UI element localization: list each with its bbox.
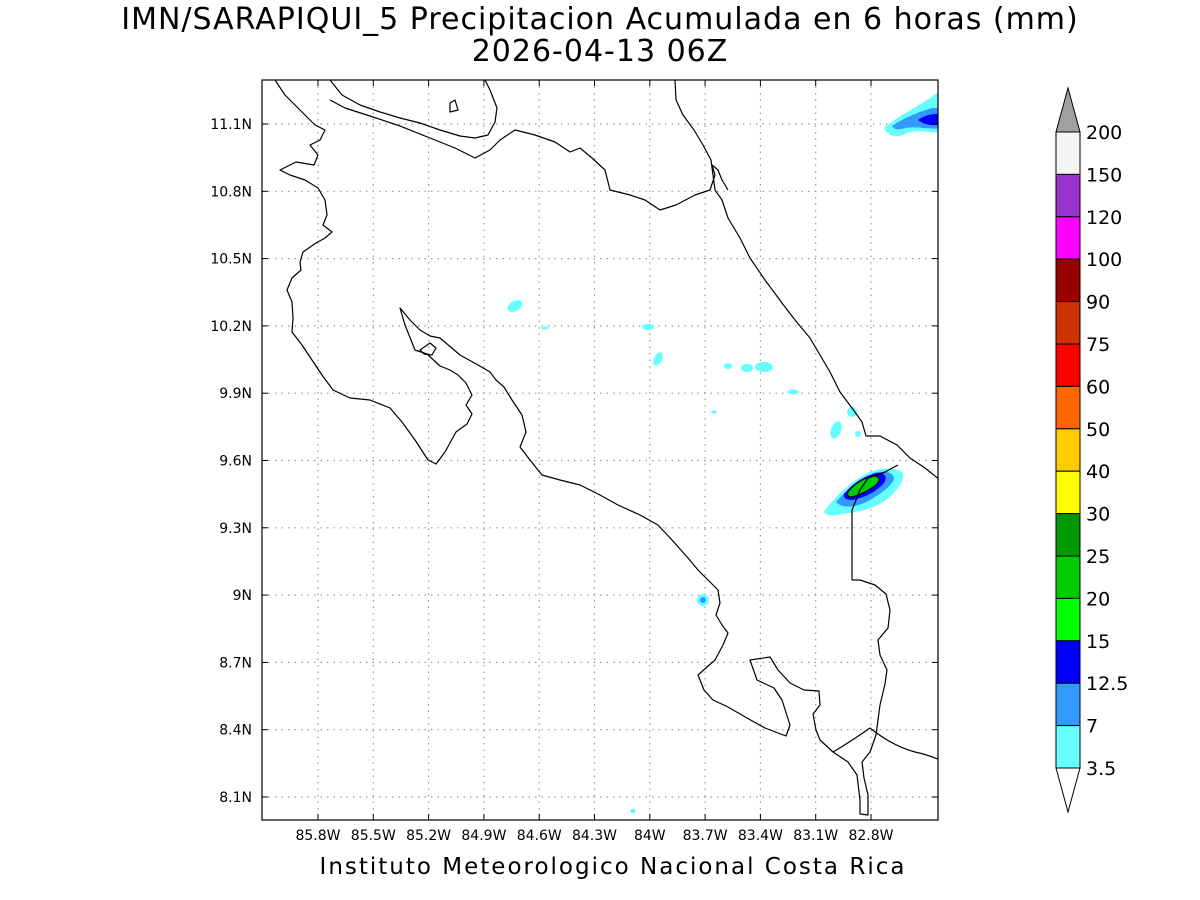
- colorbar-segment: [1055, 513, 1081, 557]
- map-title: IMN/SARAPIQUI_5 Precipitacion Acumulada …: [121, 2, 1079, 37]
- colorbar-label: 150: [1086, 164, 1122, 186]
- coastline-borders: [274, 80, 938, 816]
- lon-tick-label: 84.3W: [572, 828, 617, 844]
- axis-ticks: [262, 80, 938, 820]
- lon-tick-label: 84.6W: [517, 828, 562, 844]
- colorbar-segment: [1055, 216, 1081, 260]
- lon-tick-label: 85.5W: [351, 828, 396, 844]
- colorbar-label: 15: [1086, 631, 1110, 653]
- lat-tick-label: 10.5N: [210, 252, 252, 268]
- colorbar-label: 50: [1086, 419, 1110, 441]
- lon-tick-label: 85.2W: [406, 828, 451, 844]
- colorbar-segment: [1055, 258, 1081, 303]
- colorbar-label: 120: [1086, 207, 1122, 229]
- lat-tick-label: 10.8N: [210, 184, 252, 200]
- colorbar-segment: [1055, 385, 1081, 430]
- colorbar-label: 7: [1086, 716, 1098, 738]
- lat-tick-label: 9N: [233, 588, 252, 604]
- colorbar-label: 60: [1086, 376, 1110, 398]
- lake-nicaragua-shore: [329, 80, 498, 139]
- grid-lines: [262, 80, 938, 820]
- longitude-tick-labels: 85.8W 85.5W 85.2W 84.9W 84.6W 84.3W 84W 83.7W 83…: [295, 828, 893, 844]
- precip-cell-caribbean-coast: [824, 468, 904, 516]
- latitude-tick-labels: 11.1N 10.8N 10.5N 10.2N 9.9N 9.6N 9.3N 9N 8.7N 8.…: [210, 117, 252, 806]
- colorbar-segment: [1055, 343, 1081, 387]
- precipitation-areas: [507, 92, 938, 814]
- colorbar-bottom-triangle: [1055, 767, 1081, 814]
- colorbar-segment: [1055, 555, 1081, 599]
- colorbar-segment: [1055, 428, 1081, 472]
- border-costa-rica-panama: [851, 464, 899, 580]
- colorbar-label: 200: [1086, 122, 1122, 144]
- colorbar-label: 40: [1086, 461, 1110, 483]
- colorbar-label: 20: [1086, 588, 1110, 610]
- panama-coastline: [832, 727, 938, 760]
- lat-tick-label: 11.1N: [210, 117, 252, 133]
- map-datetime: 2026-04-13 06Z: [471, 34, 729, 69]
- colorbar-label: 12.5: [1086, 673, 1128, 695]
- caribbean-coastline: [674, 80, 938, 480]
- border-costa-rica-nicaragua: [329, 99, 729, 211]
- precip-cell-northeast: [884, 92, 938, 136]
- map-frame: [261, 79, 939, 821]
- lat-tick-label: 10.2N: [210, 319, 252, 335]
- institution-credit: Instituto Meteorologico Nacional Costa R…: [319, 854, 907, 880]
- colorbar-segment: [1055, 173, 1081, 218]
- lon-tick-label: 83.4W: [738, 828, 783, 844]
- lon-tick-label: 85.8W: [295, 828, 340, 844]
- lat-tick-label: 8.4N: [219, 723, 252, 739]
- colorbar-segment: [1055, 470, 1081, 515]
- lat-tick-label: 9.6N: [219, 454, 252, 470]
- lon-tick-label: 83.1W: [793, 828, 838, 844]
- pacific-coastline: [274, 80, 891, 816]
- precip-scattered-cells: [507, 300, 861, 814]
- lat-tick-label: 9.3N: [219, 521, 252, 537]
- island-north: [449, 99, 459, 113]
- lon-tick-label: 82.8W: [848, 828, 893, 844]
- colorbar-segment: [1055, 597, 1081, 642]
- lon-tick-label: 84.9W: [461, 828, 506, 844]
- colorbar-segment: [1055, 640, 1081, 684]
- colorbar-label: 25: [1086, 546, 1110, 568]
- colorbar-segment: [1055, 682, 1081, 727]
- lat-tick-label: 8.1N: [219, 790, 252, 806]
- lon-tick-label: 83.7W: [683, 828, 728, 844]
- colorbar-segment: [1055, 301, 1081, 345]
- colorbar-legend: 200 150 120 100 90 75 60 50 40 30 25 20 15 12.5 7 3.5: [1055, 86, 1128, 814]
- colorbar-label: 100: [1086, 249, 1122, 271]
- lon-tick-label: 84W: [634, 828, 666, 844]
- lat-tick-label: 8.7N: [219, 655, 252, 671]
- colorbar-segment: [1055, 725, 1081, 769]
- lat-tick-label: 9.9N: [219, 386, 252, 402]
- colorbar-label: 30: [1086, 504, 1110, 526]
- colorbar-segment: [1055, 131, 1081, 175]
- colorbar-label: 3.5: [1086, 758, 1116, 780]
- colorbar-label: 90: [1086, 292, 1110, 314]
- island-nicoya: [419, 342, 437, 356]
- colorbar-top-triangle: [1055, 86, 1081, 133]
- colorbar-label: 75: [1086, 334, 1110, 356]
